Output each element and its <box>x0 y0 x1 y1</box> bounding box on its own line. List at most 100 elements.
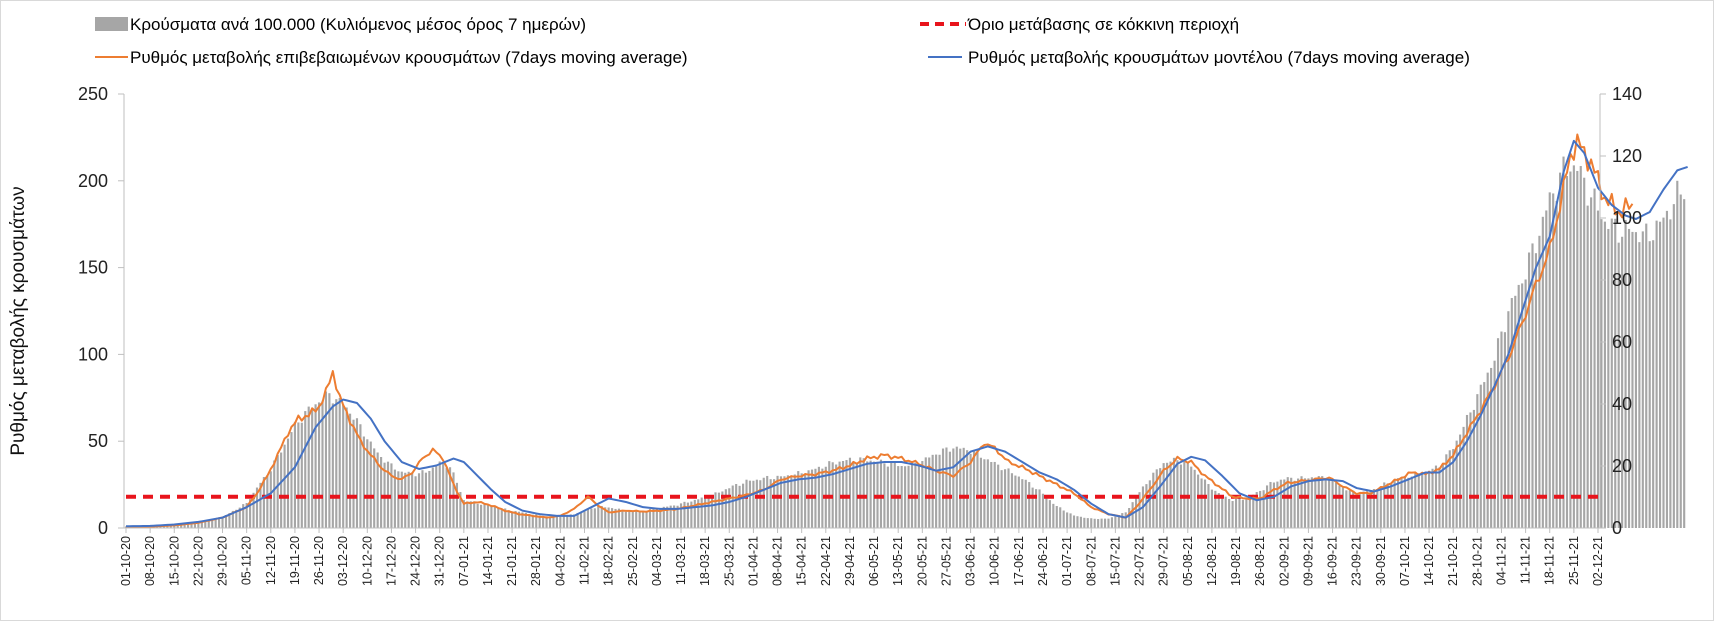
bar-cases <box>972 451 976 528</box>
legend: Κρούσματα ανά 100.000 (Κυλιόμενος μέσος … <box>95 15 1470 67</box>
bar-cases <box>621 509 624 528</box>
bar-cases <box>700 497 703 528</box>
bar-cases <box>273 460 276 528</box>
bar-cases <box>600 506 603 528</box>
legend-label-confirmed: Ρυθμός μεταβολής επιβεβαιωμένων κρουσμάτ… <box>130 48 688 67</box>
bar-cases <box>1559 172 1562 528</box>
bar-cases <box>714 492 717 528</box>
x-tick-label: 24-06-21 <box>1036 536 1050 586</box>
bar-cases <box>369 441 372 528</box>
x-tick-label: 08-04-21 <box>771 536 785 586</box>
bar-cases <box>790 476 793 528</box>
bar-cases <box>745 479 748 528</box>
x-tick-label: 03-06-21 <box>964 536 978 586</box>
bar-cases <box>1110 517 1113 528</box>
bar-cases <box>1459 434 1462 528</box>
bar-cases <box>1107 518 1110 528</box>
bar-cases <box>211 518 214 528</box>
bar-cases <box>500 508 503 528</box>
bar-cases <box>1238 498 1241 528</box>
bar-cases <box>1321 476 1324 528</box>
y-axis-right: 0 20 40 60 80 100 120 140 <box>1599 84 1642 538</box>
bar-cases <box>552 516 555 528</box>
x-tick-label: 18-11-21 <box>1543 536 1557 585</box>
bar-cases <box>990 462 993 528</box>
bar-cases <box>249 499 252 528</box>
x-tick-label: 24-12-20 <box>409 536 423 586</box>
bar-cases <box>538 515 541 528</box>
bar-cases <box>679 503 683 528</box>
x-tick-label: 11-02-21 <box>577 536 591 585</box>
bar-cases <box>904 466 907 528</box>
bar-cases <box>976 451 979 528</box>
bar-cases <box>738 485 741 528</box>
bar-cases <box>545 516 548 528</box>
bar-cases <box>473 501 476 528</box>
y-left-tick-label: 150 <box>78 258 108 278</box>
bar-cases <box>259 482 262 528</box>
bar-cases <box>921 461 924 528</box>
bar-cases <box>848 457 852 528</box>
bar-cases <box>1486 372 1489 528</box>
bar-cases <box>759 480 762 528</box>
bar-cases <box>218 518 221 528</box>
bar-cases <box>1607 228 1610 528</box>
bar-cases <box>266 475 269 528</box>
bar-cases <box>1090 518 1093 528</box>
x-tick-label: 21-10-21 <box>1446 536 1460 586</box>
bar-cases <box>783 476 786 528</box>
bar-cases <box>317 402 321 528</box>
bar-cases <box>242 504 245 528</box>
bar-cases <box>604 507 607 528</box>
line-series-model <box>125 139 1688 528</box>
bar-cases <box>938 454 941 528</box>
bar-cases <box>366 439 369 528</box>
bar-cases <box>1565 176 1569 528</box>
bar-cases <box>1190 466 1193 528</box>
bar-cases <box>1021 479 1024 528</box>
bar-cases <box>1231 501 1234 528</box>
bar-cases <box>969 453 972 528</box>
bar-cases <box>1669 219 1672 528</box>
bar-cases <box>624 511 627 528</box>
bar-cases <box>338 398 341 528</box>
x-tick-label: 26-08-21 <box>1253 536 1267 586</box>
x-tick-label: 01-10-20 <box>119 536 133 586</box>
bar-cases <box>1579 166 1582 528</box>
bar-cases <box>1241 500 1244 528</box>
bar-cases <box>779 476 783 528</box>
bar-cases <box>724 489 727 528</box>
bar-cases <box>1272 482 1276 528</box>
bar-cases <box>797 471 800 528</box>
bar-cases <box>659 508 662 528</box>
bar-cases <box>573 514 576 528</box>
bar-cases <box>1245 498 1248 528</box>
bar-cases <box>1496 338 1500 528</box>
bar-cases <box>1224 496 1227 528</box>
x-tick-label: 25-02-21 <box>626 536 640 586</box>
x-tick-label: 12-11-20 <box>264 536 278 585</box>
bar-cases <box>1093 518 1096 528</box>
x-tick-label: 31-12-20 <box>433 536 447 586</box>
x-tick-label: 25-03-21 <box>722 536 736 586</box>
bar-cases <box>214 518 217 528</box>
bar-cases <box>762 477 765 528</box>
x-tick-label: 18-03-21 <box>698 536 712 586</box>
bar-cases <box>1193 469 1196 528</box>
bar-cases <box>1527 252 1531 528</box>
bar-cases <box>566 514 569 528</box>
bar-cases <box>769 479 772 528</box>
bar-cases <box>255 487 259 528</box>
bar-cases <box>1200 478 1203 528</box>
bar-cases <box>1210 489 1213 528</box>
x-tick-label: 22-07-21 <box>1133 536 1147 586</box>
bar-cases <box>1310 477 1313 528</box>
bar-cases <box>1045 497 1048 528</box>
bar-cases <box>1645 223 1648 528</box>
bar-cases <box>362 436 365 528</box>
bar-cases <box>1638 242 1641 528</box>
bar-cases <box>1031 487 1034 528</box>
bar-cases <box>1600 219 1603 528</box>
bar-cases <box>1476 394 1479 528</box>
bar-cases <box>373 448 376 528</box>
